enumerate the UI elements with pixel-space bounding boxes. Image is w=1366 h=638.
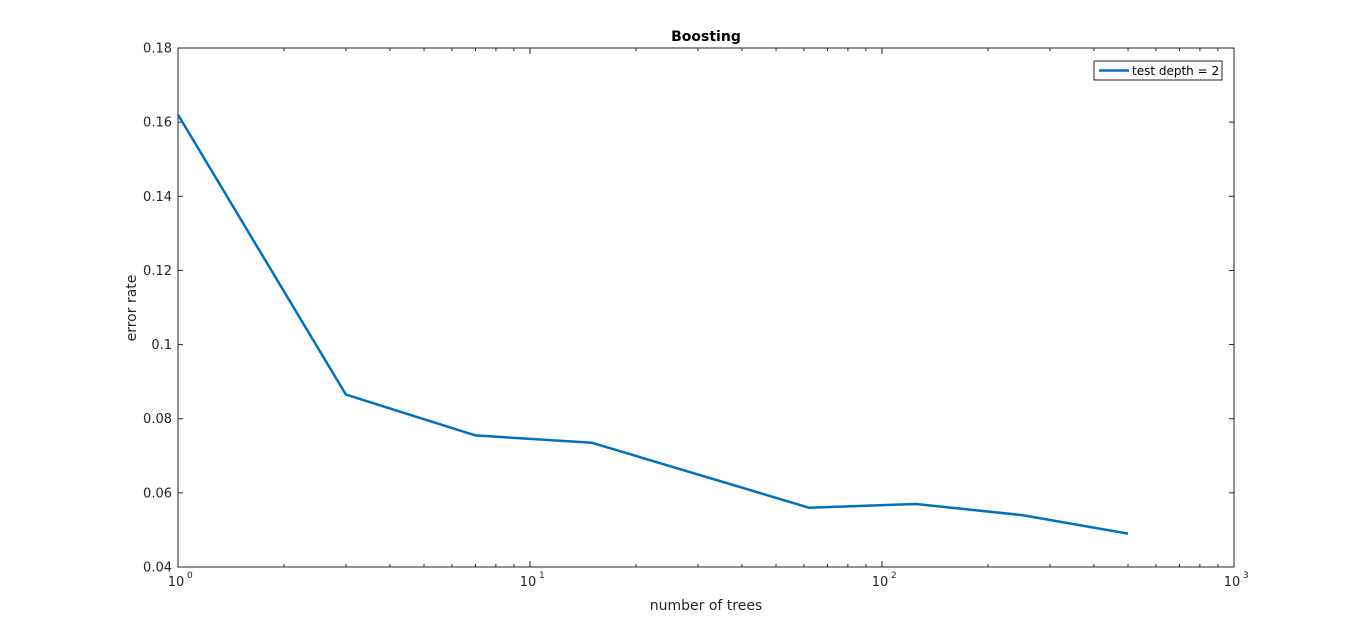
- series-line: [176, 114, 1129, 535]
- x-tick-label: 10: [520, 575, 537, 590]
- x-tick-label: 10: [872, 575, 889, 590]
- x-tick-label-exponent: 2: [891, 571, 897, 581]
- y-tick-label: 0.14: [143, 190, 172, 205]
- y-tick-label: 0.04: [143, 561, 172, 576]
- x-tick-label-exponent: 0: [187, 571, 193, 581]
- plot-axes: [177, 47, 1235, 568]
- y-tick-label: 0.1: [151, 338, 172, 353]
- plot-box: [177, 47, 1235, 568]
- x-axis-ticks: 10 0 10 1 10 2 10 3: [168, 48, 1249, 590]
- y-tick-label: 0.06: [143, 486, 172, 501]
- x-tick-label-exponent: 3: [1243, 571, 1249, 581]
- legend-label: test depth = 2: [1132, 64, 1219, 78]
- y-axis-title: error rate: [124, 275, 140, 342]
- y-tick-label: 0.16: [143, 116, 172, 131]
- y-tick-label: 0.08: [143, 412, 172, 427]
- x-tick-label-exponent: 1: [539, 571, 545, 581]
- series-layer: [176, 114, 1129, 535]
- y-tick-label: 0.18: [143, 42, 172, 57]
- legend-box: [1093, 60, 1223, 81]
- x-tick-label: 10: [168, 575, 185, 590]
- chart-title: Boosting: [671, 29, 741, 45]
- y-tick-label: 0.12: [143, 264, 172, 279]
- x-tick-label: 10: [1224, 575, 1241, 590]
- x-axis-title: number of trees: [650, 598, 763, 614]
- legend: test depth = 2: [1093, 60, 1223, 81]
